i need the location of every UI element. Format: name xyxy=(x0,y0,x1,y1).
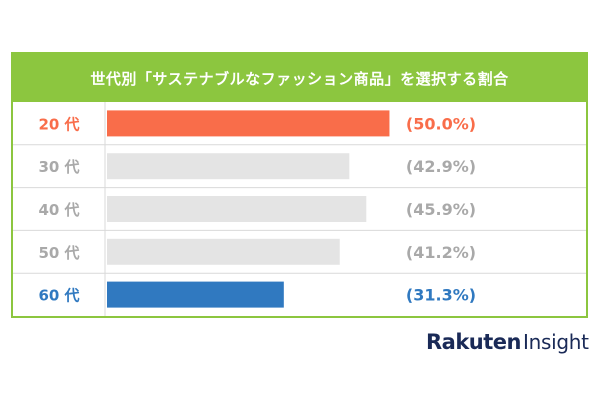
category-label: 50 代 xyxy=(38,244,79,262)
bar xyxy=(107,196,367,222)
bar xyxy=(107,281,284,308)
bar xyxy=(107,153,350,180)
chart-title: 世代別「サステナブルなファッション商品」を選択する割合 xyxy=(13,54,586,102)
value-label: (41.2%) xyxy=(406,243,476,262)
category-label: 60 代 xyxy=(38,287,79,305)
value-label: (50.0%) xyxy=(406,114,476,133)
value-label: (45.9%) xyxy=(406,200,476,219)
bar xyxy=(107,110,390,137)
logo-text-rakuten: Rakuten xyxy=(426,330,522,354)
rakuten-insight-logo: Rakuten Insight xyxy=(426,330,589,358)
logo-text-insight: Insight xyxy=(523,330,589,354)
chart-frame: 世代別「サステナブルなファッション商品」を選択する割合 20 代 (50.0%) 3… xyxy=(11,52,588,318)
category-label: 20 代 xyxy=(38,115,79,133)
category-label: 40 代 xyxy=(38,201,79,219)
value-label: (31.3%) xyxy=(406,286,476,305)
value-label: (42.9%) xyxy=(406,157,476,176)
category-label: 30 代 xyxy=(38,158,79,176)
bar xyxy=(107,238,340,265)
bar-chart: 20 代 (50.0%) 30 代 (42.9%) 40 代 (45.9%) 50 代 (41… xyxy=(13,102,586,316)
